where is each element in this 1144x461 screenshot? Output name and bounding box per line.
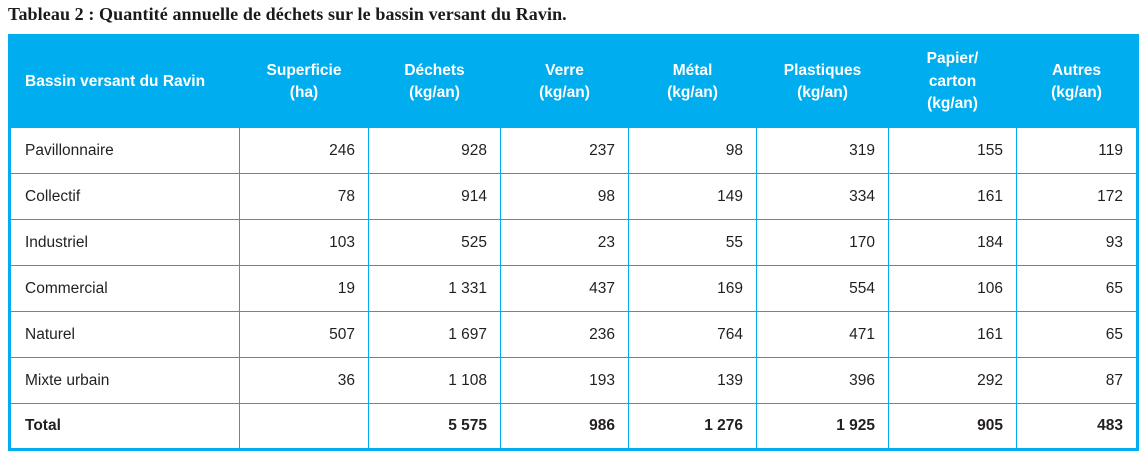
value-cell: 319 xyxy=(756,127,889,174)
value-cell: 905 xyxy=(888,403,1017,450)
value-cell: 169 xyxy=(628,265,757,312)
value-cell: 1 925 xyxy=(756,403,889,450)
waste-quantities-table: Bassin versant du Ravin Superficie (ha) Dé… xyxy=(8,34,1139,451)
value-cell: 149 xyxy=(628,173,757,220)
value-cell: 292 xyxy=(888,357,1017,404)
value-cell: 507 xyxy=(239,311,369,358)
value-cell: 986 xyxy=(500,403,629,450)
value-cell: 23 xyxy=(500,219,629,266)
value-cell: 36 xyxy=(239,357,369,404)
total-row: Total 5 575 986 1 276 1 925 905 483 xyxy=(9,403,1138,450)
value-cell: 55 xyxy=(628,219,757,266)
row-label: Total xyxy=(9,403,240,450)
value-cell: 525 xyxy=(368,219,501,266)
column-header-bassin: Bassin versant du Ravin xyxy=(9,35,240,128)
column-header-papier-carton: Papier/ carton (kg/an) xyxy=(888,35,1017,128)
value-cell: 396 xyxy=(756,357,889,404)
column-header-plastiques: Plastiques (kg/an) xyxy=(756,35,889,128)
table-row: Collectif 78 914 98 149 334 161 172 xyxy=(9,173,1138,220)
value-cell: 106 xyxy=(888,265,1017,312)
value-cell: 1 108 xyxy=(368,357,501,404)
value-cell: 139 xyxy=(628,357,757,404)
value-cell: 103 xyxy=(239,219,369,266)
value-cell: 78 xyxy=(239,173,369,220)
row-label: Naturel xyxy=(9,311,240,358)
value-cell: 119 xyxy=(1016,127,1138,174)
value-cell: 161 xyxy=(888,173,1017,220)
value-cell: 98 xyxy=(628,127,757,174)
value-cell: 5 575 xyxy=(368,403,501,450)
value-cell: 193 xyxy=(500,357,629,404)
value-cell: 928 xyxy=(368,127,501,174)
column-header-metal: Métal (kg/an) xyxy=(628,35,757,128)
column-header-autres: Autres (kg/an) xyxy=(1016,35,1138,128)
column-header-verre: Verre (kg/an) xyxy=(500,35,629,128)
table-row: Mixte urbain 36 1 108 193 139 396 292 87 xyxy=(9,357,1138,404)
table-caption: Tableau 2 : Quantité annuelle de déchets… xyxy=(8,4,567,24)
value-cell: 1 331 xyxy=(368,265,501,312)
row-label: Industriel xyxy=(9,219,240,266)
value-cell: 246 xyxy=(239,127,369,174)
value-cell: 236 xyxy=(500,311,629,358)
table-header: Bassin versant du Ravin Superficie (ha) Dé… xyxy=(9,35,1138,128)
value-cell: 483 xyxy=(1016,403,1138,450)
value-cell: 437 xyxy=(500,265,629,312)
value-cell: 1 276 xyxy=(628,403,757,450)
table-row: Industriel 103 525 23 55 170 184 93 xyxy=(9,219,1138,266)
header-row: Bassin versant du Ravin Superficie (ha) Dé… xyxy=(9,35,1138,128)
value-cell: 93 xyxy=(1016,219,1138,266)
value-cell: 914 xyxy=(368,173,501,220)
value-cell: 1 697 xyxy=(368,311,501,358)
value-cell: 65 xyxy=(1016,265,1138,312)
row-label: Commercial xyxy=(9,265,240,312)
row-label: Collectif xyxy=(9,173,240,220)
value-cell: 98 xyxy=(500,173,629,220)
value-cell: 19 xyxy=(239,265,369,312)
table-body: Pavillonnaire 246 928 237 98 319 155 119 Collect… xyxy=(9,127,1138,450)
column-header-dechets: Déchets (kg/an) xyxy=(368,35,501,128)
row-label: Mixte urbain xyxy=(9,357,240,404)
value-cell: 65 xyxy=(1016,311,1138,358)
value-cell: 471 xyxy=(756,311,889,358)
value-cell: 161 xyxy=(888,311,1017,358)
column-header-superficie: Superficie (ha) xyxy=(239,35,369,128)
value-cell: 184 xyxy=(888,219,1017,266)
table-row: Pavillonnaire 246 928 237 98 319 155 119 xyxy=(9,127,1138,174)
row-label: Pavillonnaire xyxy=(9,127,240,174)
value-cell: 155 xyxy=(888,127,1017,174)
value-cell xyxy=(239,403,369,450)
value-cell: 172 xyxy=(1016,173,1138,220)
value-cell: 554 xyxy=(756,265,889,312)
table-row: Commercial 19 1 331 437 169 554 106 65 xyxy=(9,265,1138,312)
table-row: Naturel 507 1 697 236 764 471 161 65 xyxy=(9,311,1138,358)
value-cell: 334 xyxy=(756,173,889,220)
value-cell: 764 xyxy=(628,311,757,358)
value-cell: 170 xyxy=(756,219,889,266)
value-cell: 237 xyxy=(500,127,629,174)
value-cell: 87 xyxy=(1016,357,1138,404)
